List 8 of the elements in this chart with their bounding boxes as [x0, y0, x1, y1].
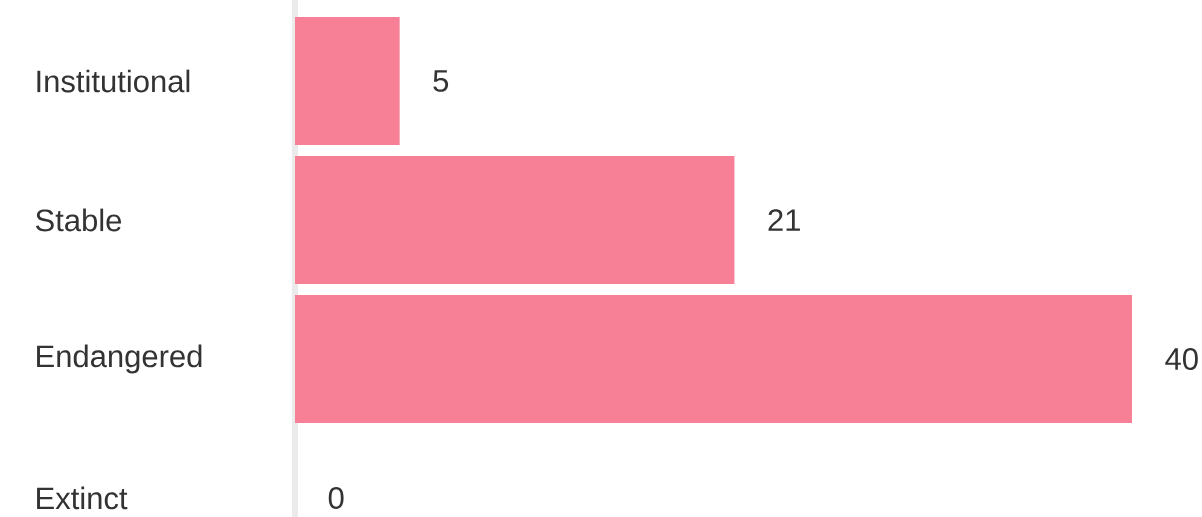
- data-label: 40: [1165, 348, 1198, 370]
- data-label: 5: [433, 70, 449, 92]
- y-tick-label: Stable: [35, 208, 122, 232]
- y-tick-label: Institutional: [37, 69, 190, 93]
- data-label: 21: [768, 209, 800, 231]
- y-tick-label: Extinct: [37, 486, 128, 510]
- y-tick-label: Endangered: [37, 344, 202, 374]
- data-label: 0: [328, 487, 344, 509]
